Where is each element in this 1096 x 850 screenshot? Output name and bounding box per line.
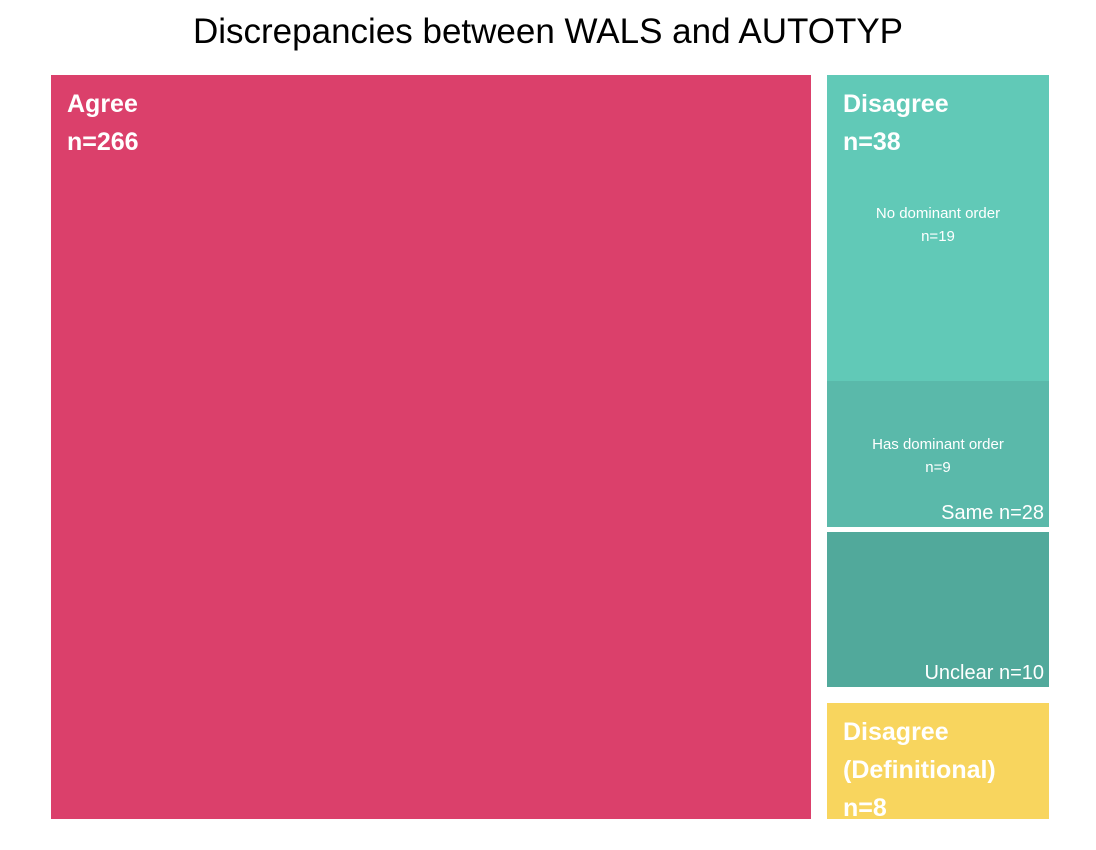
tile-has-dominant-order: Has dominant order n=9 Same n=28 — [827, 381, 1049, 527]
tile-agree: Agree n=266 — [51, 75, 811, 819]
tile-unclear: Unclear n=10 — [827, 532, 1049, 687]
tile-no-dominant-order-label: No dominant order n=19 — [875, 205, 1001, 245]
tile-same-label: Same n=28 — [941, 502, 1044, 524]
tile-disagree-definitional-label: Disagree (Definitional) n=8 — [843, 718, 996, 822]
tile-disagree-definitional: Disagree (Definitional) n=8 — [827, 703, 1049, 822]
tile-disagree-label: Disagree n=38 — [843, 90, 949, 156]
chart-title: Discrepancies between WALS and AUTOTYP — [192, 12, 904, 51]
tile-no-dominant-order: Disagree n=38 No dominant order n=19 — [827, 75, 1049, 381]
tile-has-dominant-order-label: Has dominant order n=9 — [872, 436, 1004, 476]
tile-unclear-label: Unclear n=10 — [924, 662, 1044, 684]
tile-agree-label: Agree n=266 — [67, 90, 139, 156]
